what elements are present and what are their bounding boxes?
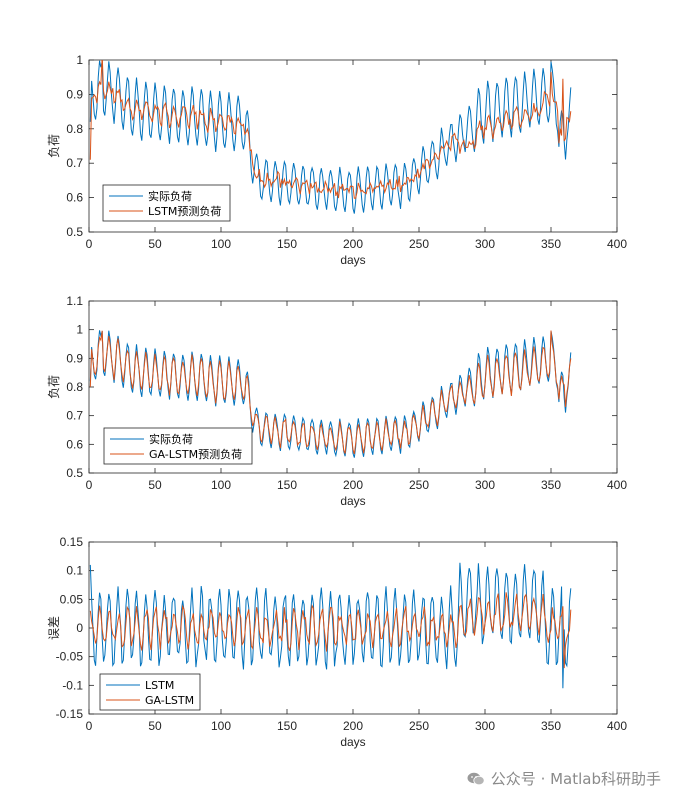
y-tick-label: 0.05 [60, 592, 84, 606]
y-tick-label: -0.05 [56, 650, 84, 664]
x-tick-label: 400 [607, 237, 627, 251]
watermark-text: 公众号 · Matlab科研助手 [490, 770, 661, 788]
x-axis-label: days [340, 735, 365, 749]
x-tick-label: 200 [343, 719, 363, 733]
x-tick-label: 50 [148, 719, 162, 733]
chart-panel-2: 0 50 100 150 200 250 300 350 400 0.5 0.6 0.7 0.8 0.9 1… [47, 294, 627, 508]
x-tick-label: 150 [277, 719, 297, 733]
y-tick-label: 0 [76, 621, 83, 635]
x-tick-label: 250 [409, 237, 429, 251]
series-line-err_galstm [89, 592, 572, 669]
legend-box [103, 427, 253, 465]
x-tick-label: 200 [343, 478, 363, 492]
x-tick-label: 250 [409, 478, 429, 492]
x-tick-label: 100 [211, 237, 231, 251]
x-tick-label: 400 [607, 478, 627, 492]
y-tick-label: -0.1 [62, 678, 83, 692]
watermark: 公众号 · Matlab科研助手 [467, 768, 661, 789]
y-tick-label: -0.15 [56, 707, 84, 721]
legend-box [99, 673, 201, 711]
y-tick-label: 0.8 [66, 380, 83, 394]
y-tick-label: 0.9 [66, 87, 83, 101]
legend-label: GA-LSTM [145, 694, 194, 707]
x-tick-label: 100 [211, 719, 231, 733]
series-line-actual [89, 60, 572, 214]
y-axis-label: 误差 [47, 616, 61, 640]
x-axis-label: days [340, 253, 365, 267]
x-tick-label: 50 [148, 478, 162, 492]
legend-label: 实际负荷 [148, 189, 192, 203]
y-tick-label: 0.8 [66, 122, 83, 136]
y-tick-label: 0.9 [66, 351, 83, 365]
x-tick-label: 350 [541, 237, 561, 251]
y-tick-label: 1 [76, 53, 83, 67]
x-tick-label: 150 [277, 478, 297, 492]
y-axis-label: 负荷 [47, 134, 61, 158]
x-tick-label: 250 [409, 719, 429, 733]
x-tick-label: 400 [607, 719, 627, 733]
x-tick-label: 300 [475, 237, 495, 251]
x-tick-label: 0 [86, 719, 93, 733]
y-tick-label: 0.1 [66, 564, 83, 578]
legend-label: GA-LSTM预测负荷 [149, 447, 242, 461]
x-tick-label: 200 [343, 237, 363, 251]
legend-box [102, 184, 231, 222]
legend: LSTM GA-LSTM [99, 673, 201, 711]
y-axis-label: 负荷 [47, 375, 61, 399]
series-line-galstm [89, 330, 572, 455]
x-tick-label: 350 [541, 719, 561, 733]
chart-panel-1: 0 50 100 150 200 250 300 350 400 0.5 0.6 0.7 0.8 0.9 1… [47, 53, 627, 267]
x-axis-label: days [340, 494, 365, 508]
legend-label: 实际负荷 [149, 432, 193, 446]
x-tick-label: 0 [86, 237, 93, 251]
x-tick-label: 50 [148, 237, 162, 251]
x-tick-label: 350 [541, 478, 561, 492]
x-tick-label: 300 [475, 719, 495, 733]
x-tick-label: 300 [475, 478, 495, 492]
legend-label: LSTM [145, 679, 174, 692]
y-tick-label: 0.7 [66, 409, 83, 423]
chart-panel-3: 0 50 100 150 200 250 300 350 400 -0.15 -0.1 -0.05 0 0… [47, 535, 627, 749]
y-tick-label: 0.5 [66, 225, 83, 239]
y-tick-label: 0.5 [66, 466, 83, 480]
y-tick-label: 0.7 [66, 156, 83, 170]
y-tick-label: 0.6 [66, 191, 83, 205]
y-tick-label: 0.15 [60, 535, 84, 549]
x-tick-label: 0 [86, 478, 93, 492]
wechat-icon [467, 772, 485, 785]
y-tick-label: 1.1 [66, 294, 83, 308]
y-tick-label: 1 [76, 323, 83, 337]
x-tick-label: 100 [211, 478, 231, 492]
y-tick-label: 0.6 [66, 437, 83, 451]
series-line-lstm [89, 60, 572, 199]
x-tick-label: 150 [277, 237, 297, 251]
legend-label: LSTM预测负荷 [148, 204, 221, 218]
